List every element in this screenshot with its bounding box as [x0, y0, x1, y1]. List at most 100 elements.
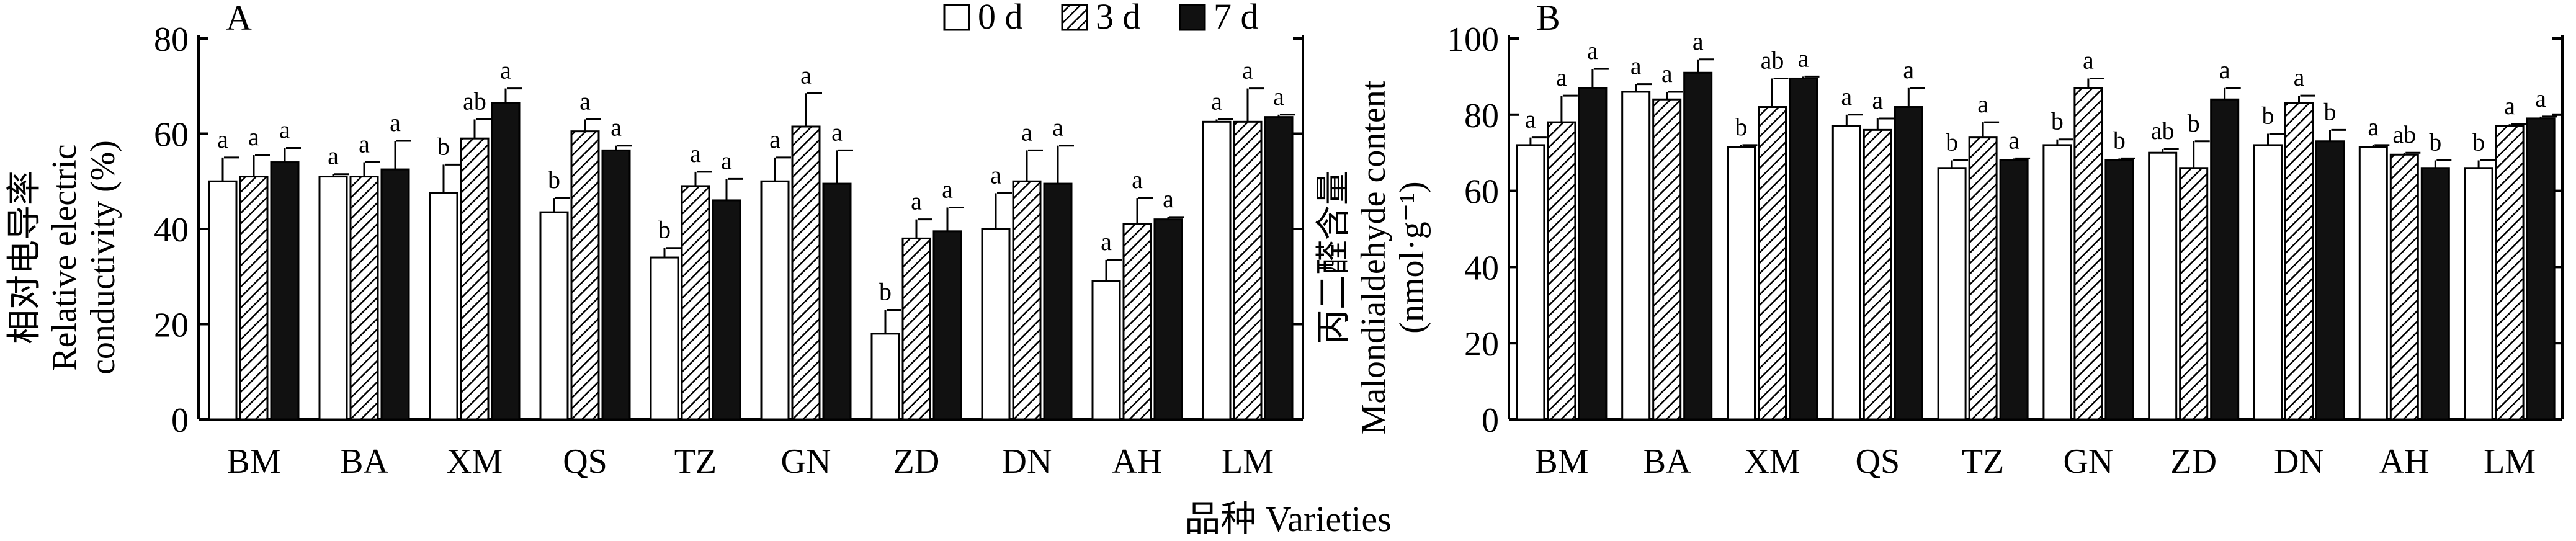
- panel-b-significance-letter: b: [1735, 113, 1748, 141]
- panel-a-bar-qs-3d: [570, 130, 600, 421]
- panel-b-significance-letter: b: [2429, 128, 2441, 156]
- panel-b-significance-letter: b: [2188, 109, 2200, 137]
- legend-label-0d: 0 d: [978, 0, 1023, 37]
- panel-b-bar-dn-7d: [2315, 140, 2345, 421]
- panel-b-y-tick-label: 40: [1464, 249, 1499, 287]
- panel-a-bar-xm-3d: [460, 137, 490, 421]
- panel-a-significance-letter: a: [390, 109, 401, 136]
- panel-b-bar-lm-0d: [2464, 167, 2493, 421]
- panel-a-bar-ah-3d: [1122, 223, 1152, 421]
- panel-b-bar-ah-0d: [2358, 146, 2388, 421]
- panel-b-bar-tz-3d: [1968, 136, 1998, 421]
- x-axis-label: 品种 Varieties: [1184, 499, 1391, 539]
- panel-b-y-tick-label: 20: [1464, 325, 1499, 364]
- panel-b-y-tick-label: 80: [1464, 97, 1499, 135]
- panel-b-bar-qs-3d: [1863, 128, 1892, 421]
- panel-b-category-label: ZD: [2170, 442, 2217, 481]
- panel-a-bar-dn-7d: [1043, 182, 1073, 421]
- panel-a-bar-ah-0d: [1091, 280, 1121, 421]
- panel-a-category-label: QS: [563, 442, 607, 481]
- panel-b-bar-bm-7d: [1578, 87, 1608, 421]
- panel-a-significance-letter: a: [831, 118, 843, 146]
- panel-b-category-label: XM: [1744, 442, 1800, 481]
- panel-a-significance-letter: a: [769, 125, 780, 153]
- panel-a-category-label: DN: [1002, 442, 1052, 481]
- panel-b-significance-letter: b: [2051, 107, 2064, 135]
- panel-a-bar-lm-7d: [1264, 116, 1294, 421]
- panel-a-bar-ba-0d: [318, 176, 348, 421]
- panel-b-bar-gn-3d: [2073, 87, 2103, 421]
- panel-b-significance-letter: a: [1661, 60, 1673, 87]
- panel-b-bar-gn-7d: [2104, 159, 2134, 421]
- panel-a-chart: A 相对电导率 Relative electric conductivity (…: [6, 0, 1304, 481]
- panel-b-significance-letter: ab: [2392, 120, 2416, 148]
- panel-b-significance-letter: a: [2219, 56, 2230, 84]
- panel-b-bar-lm-7d: [2526, 117, 2556, 421]
- panel-b-category-label: DN: [2274, 442, 2324, 481]
- panel-b-bar-bm-0d: [1516, 144, 1545, 421]
- panel-b-significance-letter: a: [2504, 92, 2515, 120]
- panel-a-bar-ba-3d: [349, 176, 379, 421]
- panel-b-significance-letter: a: [1630, 52, 1642, 80]
- panel-b-bar-zd-7d: [2210, 98, 2240, 421]
- panel-b-significance-letter: ab: [1761, 46, 1784, 74]
- legend-label-7d: 7 d: [1214, 0, 1259, 37]
- panel-b-y-tick-label: 100: [1447, 20, 1499, 59]
- panel-b-category-label: BM: [1534, 442, 1588, 481]
- panel-a-category-label: ZD: [893, 442, 940, 481]
- panel-a-significance-letter: b: [658, 216, 671, 244]
- panel-b-bar-tz-0d: [1937, 167, 1967, 421]
- panel-a-significance-letter: b: [437, 132, 450, 160]
- panel-b-significance-letter: a: [1841, 83, 1852, 110]
- panel-a-bar-qs-7d: [601, 149, 631, 421]
- panel-a-bar-bm-0d: [208, 180, 238, 421]
- panel-b-y-tick-label: 0: [1482, 401, 1499, 440]
- panel-b-significance-letter: a: [2368, 113, 2379, 141]
- panel-b-bar-ah-7d: [2420, 167, 2450, 421]
- panel-a-bar-bm-7d: [270, 161, 300, 421]
- panel-a-significance-letter: a: [800, 61, 812, 89]
- panel-b-category-label: BA: [1643, 442, 1691, 481]
- panel-b-category-label: AH: [2379, 442, 2430, 481]
- panel-b-bar-dn-0d: [2253, 144, 2283, 421]
- legend-swatch-3d: [1061, 4, 1088, 31]
- panel-b-category-label: LM: [2484, 442, 2536, 481]
- panel-a-y-label-en-2: conductivity (%): [84, 140, 122, 375]
- panel-b-significance-letter: a: [2535, 84, 2546, 112]
- panel-b-y-label-en-2: (nmol·g⁻¹): [1393, 181, 1431, 333]
- panel-a-significance-letter: a: [248, 123, 259, 151]
- panel-a-bar-gn-7d: [822, 182, 852, 421]
- panel-b-y-label-en-1: Malondialdehyde content: [1354, 80, 1393, 434]
- panel-a-category-label: BM: [226, 442, 280, 481]
- panel-b-significance-letter: ab: [2151, 117, 2175, 145]
- panel-b-y-tick-label: 60: [1464, 173, 1499, 212]
- panel-a-significance-letter: a: [1163, 185, 1174, 213]
- panel-b-bar-qs-0d: [1831, 125, 1861, 421]
- panel-a-significance-letter: a: [328, 142, 339, 170]
- panel-b-significance-letter: a: [2008, 126, 2019, 154]
- panel-a-significance-letter: a: [217, 125, 228, 153]
- panel-a-bar-xm-0d: [429, 192, 458, 421]
- panel-b-significance-letter: a: [1525, 105, 1536, 133]
- panel-b-y-label-cn: 丙二醛含量: [1315, 171, 1353, 344]
- legend: 0 d 3 d 7 d: [943, 0, 1259, 37]
- panel-b-significance-letter: b: [2113, 126, 2126, 154]
- panel-b-bar-qs-7d: [1894, 106, 1923, 421]
- panel-a-significance-letter: a: [990, 161, 1001, 189]
- panel-a-significance-letter: a: [500, 56, 511, 84]
- panel-a-bar-qs-0d: [539, 211, 569, 421]
- panel-a-bar-dn-3d: [1012, 180, 1042, 421]
- panel-b-bar-zd-0d: [2148, 151, 2178, 421]
- panel-a-y-tick-label: 40: [154, 211, 189, 249]
- panel-b-bar-gn-0d: [2042, 144, 2072, 421]
- panel-b-bar-ba-0d: [1621, 91, 1651, 421]
- panel-b-chart: B 丙二醛含量 Malondialdehyde content (nmol·g⁻…: [1315, 0, 2564, 481]
- panel-a-bar-ah-7d: [1153, 218, 1183, 421]
- panel-b-bar-ba-3d: [1652, 98, 1682, 421]
- panel-b-significance-letter: a: [1556, 63, 1567, 91]
- panel-a-bar-lm-3d: [1233, 120, 1263, 421]
- panel-a-significance-letter: a: [579, 87, 591, 115]
- legend-label-3d: 3 d: [1096, 0, 1141, 37]
- panel-b-significance-letter: a: [1587, 37, 1598, 65]
